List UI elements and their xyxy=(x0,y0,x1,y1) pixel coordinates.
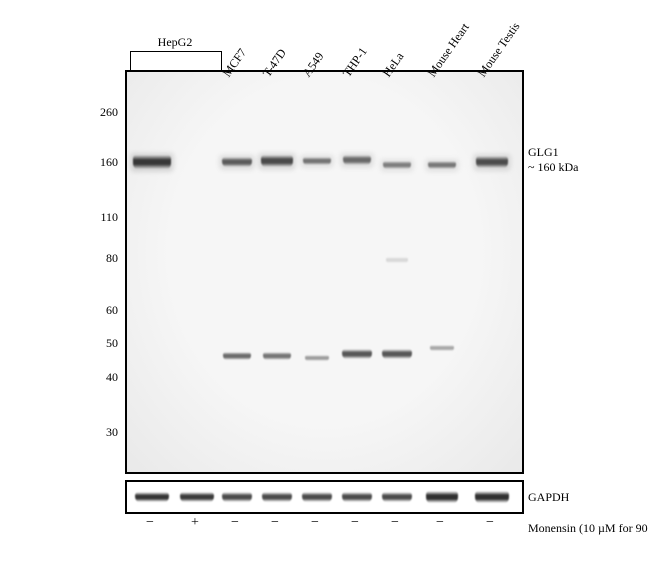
band xyxy=(475,491,509,503)
target-size-label: ~ 160 kDa xyxy=(528,160,578,175)
band xyxy=(263,352,291,360)
western-blot-loading xyxy=(125,480,524,514)
figure-stage: HepG2 GLG1 ~ 160 kDa GAPDH Monensin (10 … xyxy=(0,0,650,578)
band xyxy=(223,352,251,360)
mw-marker-label: 260 xyxy=(88,105,118,120)
band xyxy=(386,257,408,263)
band xyxy=(261,155,293,167)
mw-marker-label: 40 xyxy=(88,370,118,385)
western-blot-main xyxy=(125,70,524,474)
film-tint xyxy=(127,72,522,472)
band xyxy=(342,492,372,502)
band xyxy=(343,155,371,165)
band xyxy=(383,161,411,169)
treatment-indicator: − xyxy=(430,515,450,531)
band xyxy=(430,345,454,351)
treatment-indicator: − xyxy=(305,515,325,531)
treatment-indicator: − xyxy=(385,515,405,531)
treatment-indicator: − xyxy=(345,515,365,531)
band xyxy=(180,492,214,502)
lane-label-hepg2: HepG2 xyxy=(130,35,220,50)
mw-marker-label: 80 xyxy=(88,251,118,266)
band xyxy=(133,155,171,169)
treatment-indicator: − xyxy=(265,515,285,531)
loading-control-label: GAPDH xyxy=(528,490,569,505)
hepg2-bracket-box xyxy=(130,51,222,71)
treatment-indicator: + xyxy=(185,515,205,531)
band xyxy=(262,492,292,502)
band xyxy=(476,156,508,168)
band xyxy=(342,349,372,359)
mw-marker-label: 60 xyxy=(88,303,118,318)
treatment-indicator: − xyxy=(225,515,245,531)
band xyxy=(428,161,456,169)
band xyxy=(222,492,252,502)
band xyxy=(382,492,412,502)
treatment-indicator: − xyxy=(480,515,500,531)
band xyxy=(135,492,169,502)
band xyxy=(303,157,331,165)
band xyxy=(305,355,329,361)
band xyxy=(222,157,252,167)
treatment-indicator: − xyxy=(140,515,160,531)
band xyxy=(426,491,458,503)
mw-marker-label: 50 xyxy=(88,336,118,351)
treatment-condition-label: Monensin (10 µM for 90 minutes) xyxy=(528,521,650,536)
mw-marker-label: 160 xyxy=(88,155,118,170)
band xyxy=(382,349,412,359)
band xyxy=(302,492,332,502)
mw-marker-label: 30 xyxy=(88,425,118,440)
target-name-label: GLG1 xyxy=(528,145,559,160)
mw-marker-label: 110 xyxy=(88,210,118,225)
